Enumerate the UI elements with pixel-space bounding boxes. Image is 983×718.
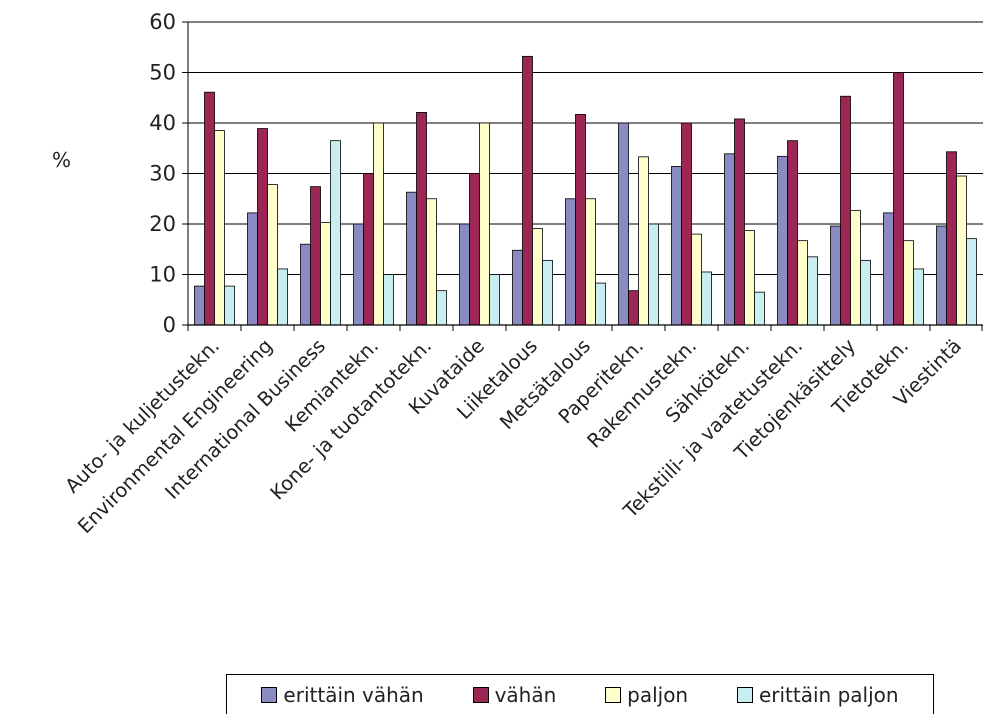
bar	[565, 198, 576, 326]
bar	[194, 285, 205, 326]
bar	[734, 118, 745, 326]
bar	[542, 259, 553, 326]
bar	[320, 222, 331, 326]
y-tick-label: 10	[149, 263, 176, 287]
bar	[512, 249, 523, 326]
legend-swatch	[261, 686, 278, 703]
bar	[936, 225, 947, 326]
bar	[300, 243, 311, 326]
bar	[247, 212, 258, 326]
bar	[330, 140, 341, 326]
bar	[797, 240, 808, 326]
bar	[787, 140, 798, 326]
bar	[426, 198, 437, 326]
bar	[893, 72, 904, 326]
legend-swatch	[605, 686, 622, 703]
y-tick-label: 20	[149, 212, 176, 236]
legend-item: erittäin vähän	[261, 682, 424, 707]
y-tick-label: 60	[149, 10, 176, 34]
legend-label: vähän	[494, 682, 557, 707]
bar	[469, 173, 480, 326]
bar	[353, 223, 364, 326]
legend: erittäin vähän vähän paljon erittäin pal…	[226, 674, 934, 714]
bar	[913, 268, 924, 326]
bar	[214, 130, 225, 326]
bar	[883, 212, 894, 326]
bar	[638, 156, 649, 326]
bar	[671, 166, 682, 326]
y-tick-label: 50	[149, 61, 176, 85]
bar	[724, 153, 735, 326]
bar	[436, 290, 447, 326]
legend-label: paljon	[627, 682, 689, 707]
bar	[946, 151, 957, 326]
legend-swatch	[736, 686, 753, 703]
legend-label: erittäin paljon	[758, 682, 899, 707]
bar	[585, 198, 596, 326]
x-tick-label: Environmental Engineering	[73, 334, 277, 538]
bar	[224, 285, 235, 326]
bar	[267, 184, 278, 326]
bar	[363, 173, 374, 326]
bar	[459, 223, 470, 326]
bar	[744, 230, 755, 326]
bar	[416, 111, 427, 326]
bar	[701, 271, 712, 326]
bar	[681, 122, 692, 326]
bar	[522, 55, 533, 326]
bar	[383, 274, 394, 326]
bar	[840, 95, 851, 326]
bar	[595, 282, 606, 326]
bar	[903, 240, 914, 326]
legend-item: vähän	[472, 682, 557, 707]
legend-swatch	[472, 686, 489, 703]
bar	[648, 223, 659, 326]
bar	[850, 209, 861, 326]
bar	[277, 268, 288, 326]
legend-item: erittäin paljon	[736, 682, 899, 707]
bar	[575, 114, 586, 326]
y-tick-label: 30	[149, 162, 176, 186]
bar	[618, 122, 629, 326]
bar	[754, 291, 765, 326]
bar	[406, 191, 417, 326]
y-tick-label: 40	[149, 111, 176, 135]
bar	[204, 91, 215, 326]
bar	[532, 228, 543, 326]
bar	[310, 186, 321, 326]
legend-label: erittäin vähän	[283, 682, 424, 707]
bar	[860, 259, 871, 326]
y-tick-label: 0	[163, 313, 176, 337]
bar	[257, 128, 268, 326]
bar	[489, 274, 500, 326]
bar	[966, 238, 977, 326]
bar	[956, 175, 967, 326]
bar	[628, 290, 639, 326]
y-axis-label: %	[52, 148, 72, 172]
bar	[479, 122, 490, 326]
bar	[830, 225, 841, 326]
bar	[777, 155, 788, 326]
bar	[373, 122, 384, 326]
bar	[691, 233, 702, 326]
bar	[807, 256, 818, 326]
legend-item: paljon	[605, 683, 688, 707]
